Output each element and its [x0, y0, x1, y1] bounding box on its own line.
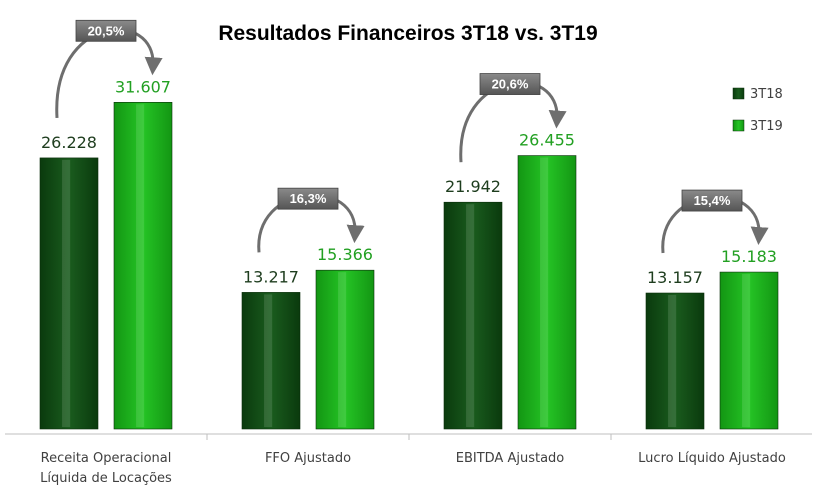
bar-highlight	[742, 274, 751, 427]
legend-swatch-3t19	[732, 119, 745, 132]
legend-label-3t18: 3T18	[750, 87, 783, 102]
legend: 3T18 3T19	[732, 87, 783, 134]
legend-swatch-3t18	[732, 87, 745, 100]
bar-3t18-3	[645, 292, 705, 430]
category-label-2: EBITDA Ajustado	[456, 451, 565, 466]
category-label-0: Líquida de Locações	[40, 471, 172, 486]
legend-label-3t19: 3T19	[750, 119, 783, 134]
data-label-3t18-3: 13.157	[647, 268, 703, 287]
growth-badge-2	[479, 73, 541, 95]
bar-3t19-0	[113, 102, 173, 430]
data-label-3t19-3: 15.183	[721, 247, 777, 266]
data-label-3t19-1: 15.366	[317, 245, 373, 264]
bar-3t19-3	[719, 271, 779, 430]
growth-badge-0	[75, 19, 137, 42]
bar-3t18-0	[39, 157, 99, 430]
bar-highlight	[62, 159, 71, 427]
data-label-3t19-0: 31.607	[115, 77, 171, 96]
data-label-3t18-0: 26.228	[41, 133, 97, 152]
bar-highlight	[668, 295, 677, 427]
data-label-3t18-2: 21.942	[445, 177, 501, 196]
growth-label-3: 15,4%	[694, 193, 731, 208]
bar-3t19-1	[315, 269, 375, 430]
data-label-3t19-2: 26.455	[519, 131, 575, 150]
bar-highlight	[136, 104, 145, 428]
plot-area: 26.228 31.607 20,5% Receita Operacional Líqu…	[39, 19, 786, 486]
bar-3t18-2	[443, 201, 503, 430]
growth-badge-3	[681, 189, 743, 212]
category-label-1: FFO Ajustado	[265, 451, 351, 466]
growth-label-0: 20,5%	[88, 23, 125, 38]
category-label-3: Lucro Líquido Ajustado	[638, 451, 786, 466]
bar-3t19-2	[517, 155, 577, 430]
data-label-3t18-1: 13.217	[243, 267, 299, 286]
growth-label-1: 16,3%	[290, 191, 327, 206]
category-label-0: Receita Operacional	[41, 451, 172, 466]
bar-highlight	[540, 157, 549, 427]
growth-badge-1	[277, 187, 339, 210]
chart-title: Resultados Financeiros 3T18 vs. 3T19	[218, 22, 597, 45]
bar-3t18-1	[241, 292, 301, 430]
growth-label-2: 20,6%	[492, 77, 529, 92]
bar-highlight	[264, 294, 273, 427]
bar-highlight	[466, 204, 475, 427]
bar-highlight	[338, 272, 347, 427]
